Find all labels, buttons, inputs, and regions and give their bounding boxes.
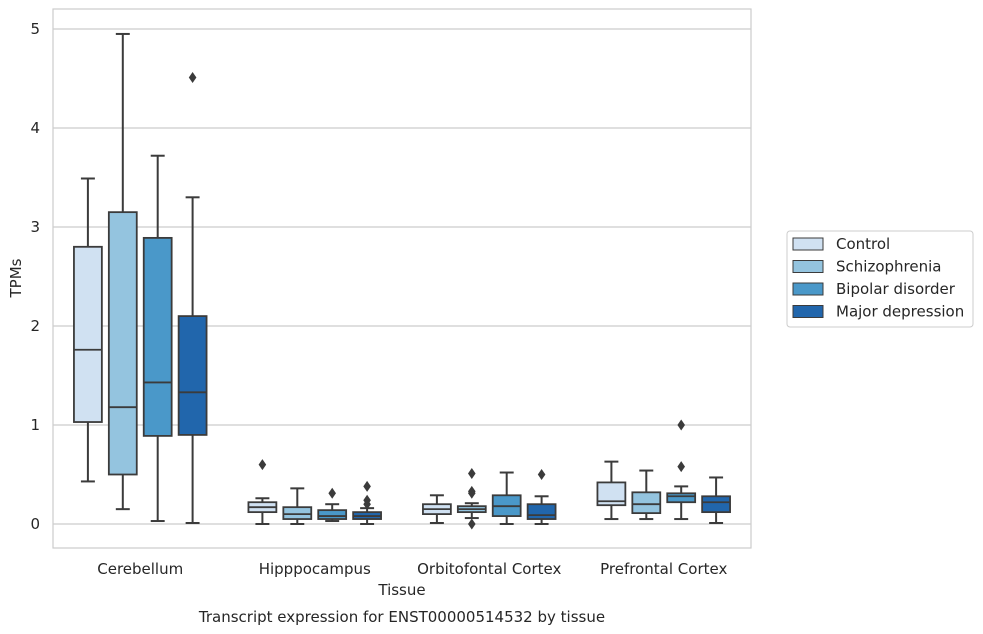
box-iqr: [177, 315, 208, 436]
y-tick-label: 0: [30, 515, 40, 533]
legend-swatch: [792, 282, 824, 296]
x-tick-labels: Cerebellum Hipppocampus Orbitofontal Corte…: [97, 560, 727, 578]
box-iqr: [631, 491, 662, 515]
outlier-point: [188, 72, 197, 84]
x-axis-label: Tissue: [377, 581, 425, 599]
legend-frame: [786, 230, 974, 328]
legend-swatch: [792, 305, 824, 318]
box-iqr: [596, 481, 627, 507]
legend-label: Schizophrenia: [836, 258, 941, 276]
y-tick-label: 2: [30, 317, 40, 335]
outlier-point: [468, 468, 476, 480]
outlier-point: [468, 518, 476, 530]
outlier-point: [363, 480, 371, 492]
legend-label: Control: [836, 235, 890, 253]
x-tick-label: Cerebellum: [97, 560, 183, 578]
box-iqr: [142, 236, 173, 437]
outlier-point: [677, 419, 685, 431]
box-iqr: [282, 506, 313, 520]
y-tick-label: 3: [30, 218, 40, 236]
legend-swatch: [792, 260, 824, 273]
y-axis-label: TPMs: [7, 258, 25, 298]
y-tick-label: 5: [30, 20, 40, 38]
box-iqr: [317, 509, 348, 520]
outlier-point: [258, 459, 267, 471]
plot-frame: [52, 8, 752, 549]
figure-caption: Transcript expression for ENST0000051453…: [198, 608, 605, 626]
legend: Control Schizophrenia Bipolar disorder Majo…: [786, 230, 974, 328]
legend-label: Bipolar disorder: [836, 280, 956, 298]
box-plot-marks: [73, 32, 731, 530]
x-tick-label: Hipppocampus: [259, 560, 371, 578]
y-tick-labels: 0 1 2 3 4 5: [30, 20, 40, 533]
legend-label: Major depression: [836, 303, 964, 321]
x-tick-label: Orbitofontal Cortex: [417, 560, 561, 578]
box-iqr: [73, 245, 103, 423]
box-iqr: [666, 492, 697, 504]
box-iqr: [107, 211, 138, 476]
box-iqr: [526, 503, 557, 520]
x-tick-label: Prefrontal Cortex: [600, 560, 727, 578]
outlier-point: [328, 487, 336, 499]
y-tick-label: 1: [30, 416, 40, 434]
y-tick-label: 4: [30, 119, 40, 137]
outlier-point: [677, 461, 685, 473]
legend-swatch: [792, 237, 824, 251]
outlier-point: [537, 469, 546, 480]
outlier-point: [468, 487, 476, 499]
box-iqr: [701, 495, 731, 514]
outlier-point: [363, 498, 371, 510]
